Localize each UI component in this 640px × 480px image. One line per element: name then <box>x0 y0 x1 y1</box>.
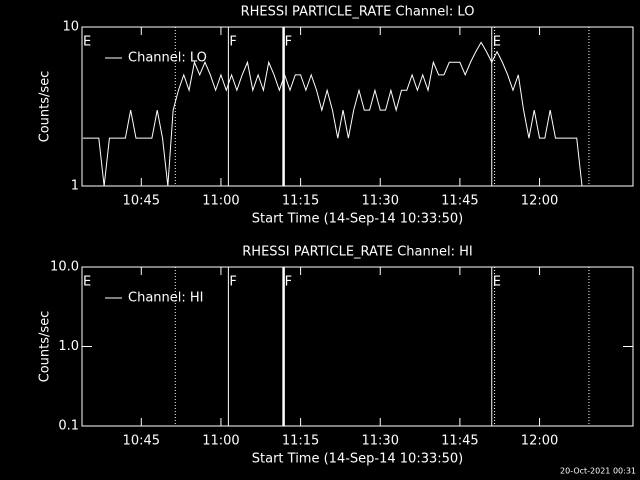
chart-title: RHESSI PARTICLE_RATE Channel: LO <box>241 5 475 20</box>
data-line <box>82 41 583 187</box>
x-tick-label: 10:45 <box>123 194 160 209</box>
x-tick-label: 11:30 <box>362 434 399 449</box>
flag-label: E <box>83 35 91 50</box>
x-tick-label: 10:45 <box>123 434 160 449</box>
flag-label: E <box>493 275 501 290</box>
x-tick-label: 12:00 <box>521 194 558 209</box>
flag-label: E <box>83 275 91 290</box>
x-axis-label: Start Time (14-Sep-14 10:33:50) <box>252 212 463 227</box>
y-tick-label: 1 <box>71 179 79 194</box>
y-axis-label: Counts/sec <box>38 311 53 383</box>
y-tick-label: 10 <box>62 20 79 35</box>
flag-label: F <box>229 35 236 50</box>
flag-label: E <box>493 35 501 50</box>
x-tick-label: 11:30 <box>362 194 399 209</box>
x-tick-label: 11:45 <box>441 194 478 209</box>
flag-label: F <box>229 275 236 290</box>
flag-label: F <box>285 275 292 290</box>
x-tick-label: 11:00 <box>202 434 239 449</box>
legend-label: Channel: HI <box>128 291 204 306</box>
x-tick-label: 11:15 <box>282 434 319 449</box>
y-tick-label: 0.1 <box>58 419 79 434</box>
chart-title: RHESSI PARTICLE_RATE Channel: HI <box>242 245 472 260</box>
y-tick-label: 10.0 <box>50 260 79 275</box>
y-tick-label: 1.0 <box>58 339 79 354</box>
flag-label: F <box>285 35 292 50</box>
legend-label: Channel: LO <box>128 51 207 66</box>
x-tick-label: 11:45 <box>441 434 478 449</box>
x-tick-label: 11:00 <box>202 194 239 209</box>
y-axis-label: Counts/sec <box>38 71 53 143</box>
x-tick-label: 12:00 <box>521 434 558 449</box>
x-axis-label: Start Time (14-Sep-14 10:33:50) <box>252 452 463 467</box>
footer: 20-Oct-2021 00:31 <box>560 467 636 476</box>
x-tick-label: 11:15 <box>282 194 319 209</box>
